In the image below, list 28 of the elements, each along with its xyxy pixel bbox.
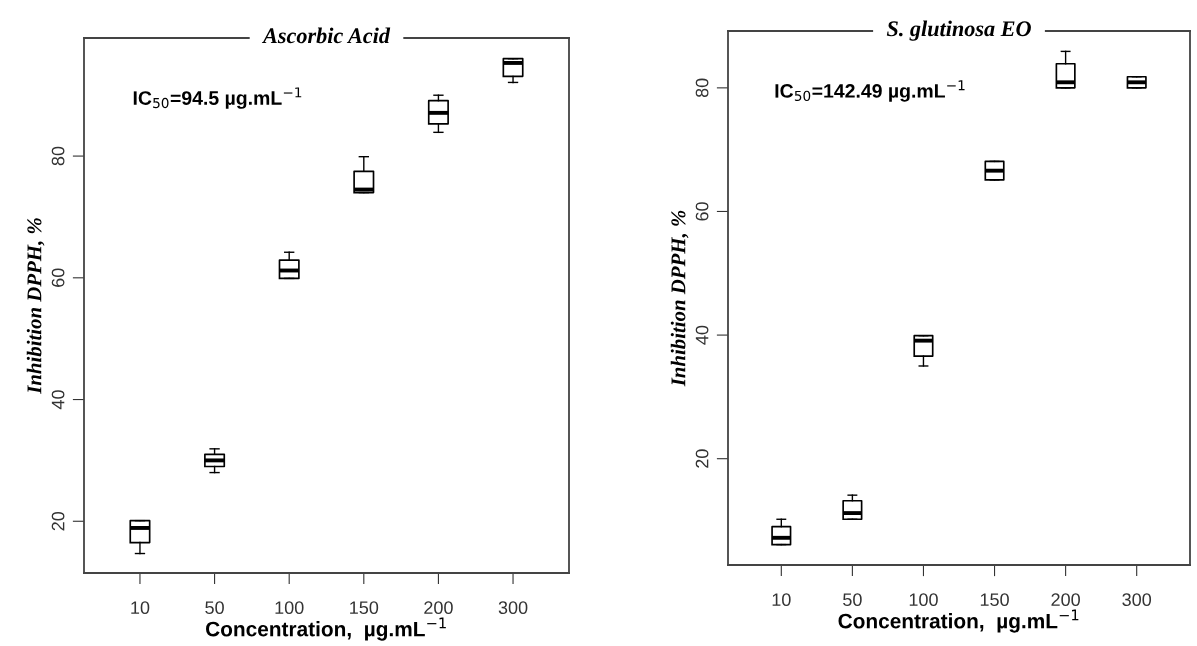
x-axis-title: Concentration, µg.mL$^{−1}$ bbox=[838, 609, 1079, 633]
x-axis-title: Concentration, µg.mL$^{−1}$ bbox=[206, 617, 446, 641]
x-tick-label: 50 bbox=[205, 601, 224, 615]
x-tick-label: 100 bbox=[909, 593, 938, 607]
x-tick-label: 150 bbox=[980, 593, 1009, 607]
y-tick-label: 40 bbox=[51, 390, 65, 410]
chart-title: S. glutinosa EO bbox=[886, 20, 1031, 41]
x-tick-label: 300 bbox=[1122, 593, 1152, 607]
x-tick-label: 50 bbox=[843, 593, 862, 607]
x-tick-label: 200 bbox=[1051, 593, 1080, 607]
x-tick-label: 300 bbox=[498, 601, 528, 615]
annotation: IC$_{50}$=142.49 µg.mL$^{−1}$ bbox=[775, 80, 965, 102]
x-tick-label: 100 bbox=[275, 601, 304, 615]
x-tick-label: 10 bbox=[131, 601, 150, 615]
y-axis-title: Inhibition DPPH, % bbox=[670, 210, 689, 387]
y-tick-label: 20 bbox=[695, 449, 709, 468]
y-axis-title: Inhibition DPPH, % bbox=[26, 218, 45, 394]
y-tick-label: 40 bbox=[695, 325, 709, 345]
y-tick-label: 80 bbox=[695, 78, 709, 98]
chart-title: Ascorbic Acid bbox=[261, 27, 391, 44]
y-tick-label: 80 bbox=[51, 146, 65, 166]
y-tick-label: 60 bbox=[51, 268, 65, 287]
x-tick-label: 150 bbox=[350, 601, 379, 615]
x-tick-label: 10 bbox=[772, 593, 791, 607]
y-tick-label: 60 bbox=[695, 202, 709, 221]
y-tick-label: 20 bbox=[51, 511, 65, 531]
x-tick-label: 200 bbox=[424, 601, 453, 615]
annotation: IC$_{50}$=94.5 µg.mL$^{−1}$ bbox=[133, 87, 302, 109]
